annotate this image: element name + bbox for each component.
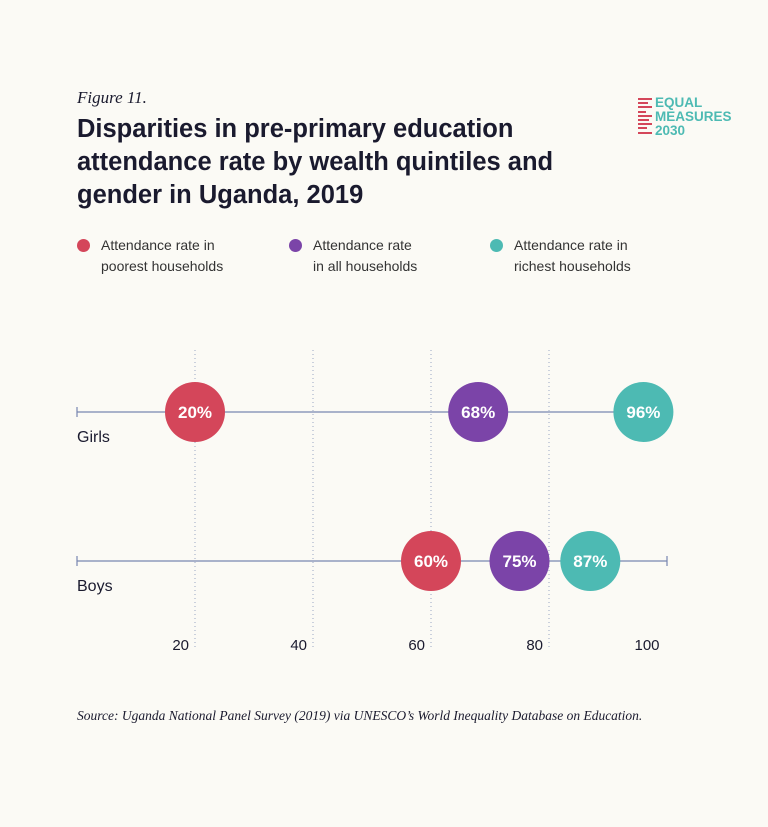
data-point (560, 531, 621, 591)
data-label: 20% (178, 403, 212, 422)
equal-measures-logo: EQUAL MEASURES 2030 (638, 96, 748, 140)
logo-text-2: MEASURES (655, 109, 732, 124)
x-tick-label: 60 (408, 637, 425, 654)
data-label: 60% (414, 552, 448, 571)
data-label: 96% (626, 403, 660, 422)
legend: Attendance rate in poorest households Att… (77, 235, 697, 285)
legend-dot-all (289, 239, 302, 252)
legend-label: poorest households (101, 258, 224, 274)
data-point (489, 531, 550, 591)
category-label: Girls (77, 429, 110, 446)
figure-label: Figure 11. (77, 88, 147, 107)
dot-chart: Girls Boys 20% 60% 68% 75% 96% 87% 20 40 60 80 100 (76, 350, 674, 654)
x-tick-label: 40 (290, 637, 307, 654)
data-label: 75% (502, 552, 536, 571)
x-tick-label: 80 (526, 637, 543, 654)
x-tick-label: 100 (634, 637, 659, 654)
data-point (401, 531, 461, 591)
logo-bars-icon (638, 98, 652, 138)
legend-dot-richest (490, 239, 503, 252)
chart-title: Disparities in pre-primary education att… (77, 115, 554, 209)
data-point (165, 382, 225, 442)
data-point (448, 382, 509, 442)
legend-dot-poorest (77, 239, 90, 252)
x-tick-label: 20 (172, 637, 189, 654)
legend-label: Attendance rate (313, 237, 412, 253)
logo-text-3: 2030 (655, 123, 686, 138)
legend-label: in all households (313, 258, 418, 274)
data-label: 68% (461, 403, 495, 422)
source-note: Source: Uganda National Panel Survey (20… (77, 708, 643, 723)
legend-label: Attendance rate in (101, 237, 215, 253)
legend-label: Attendance rate in (514, 237, 628, 253)
data-label: 87% (573, 552, 607, 571)
legend-label: richest households (514, 258, 631, 274)
category-label: Boys (77, 578, 113, 595)
data-point (613, 382, 674, 442)
logo-text-1: EQUAL (655, 95, 703, 110)
